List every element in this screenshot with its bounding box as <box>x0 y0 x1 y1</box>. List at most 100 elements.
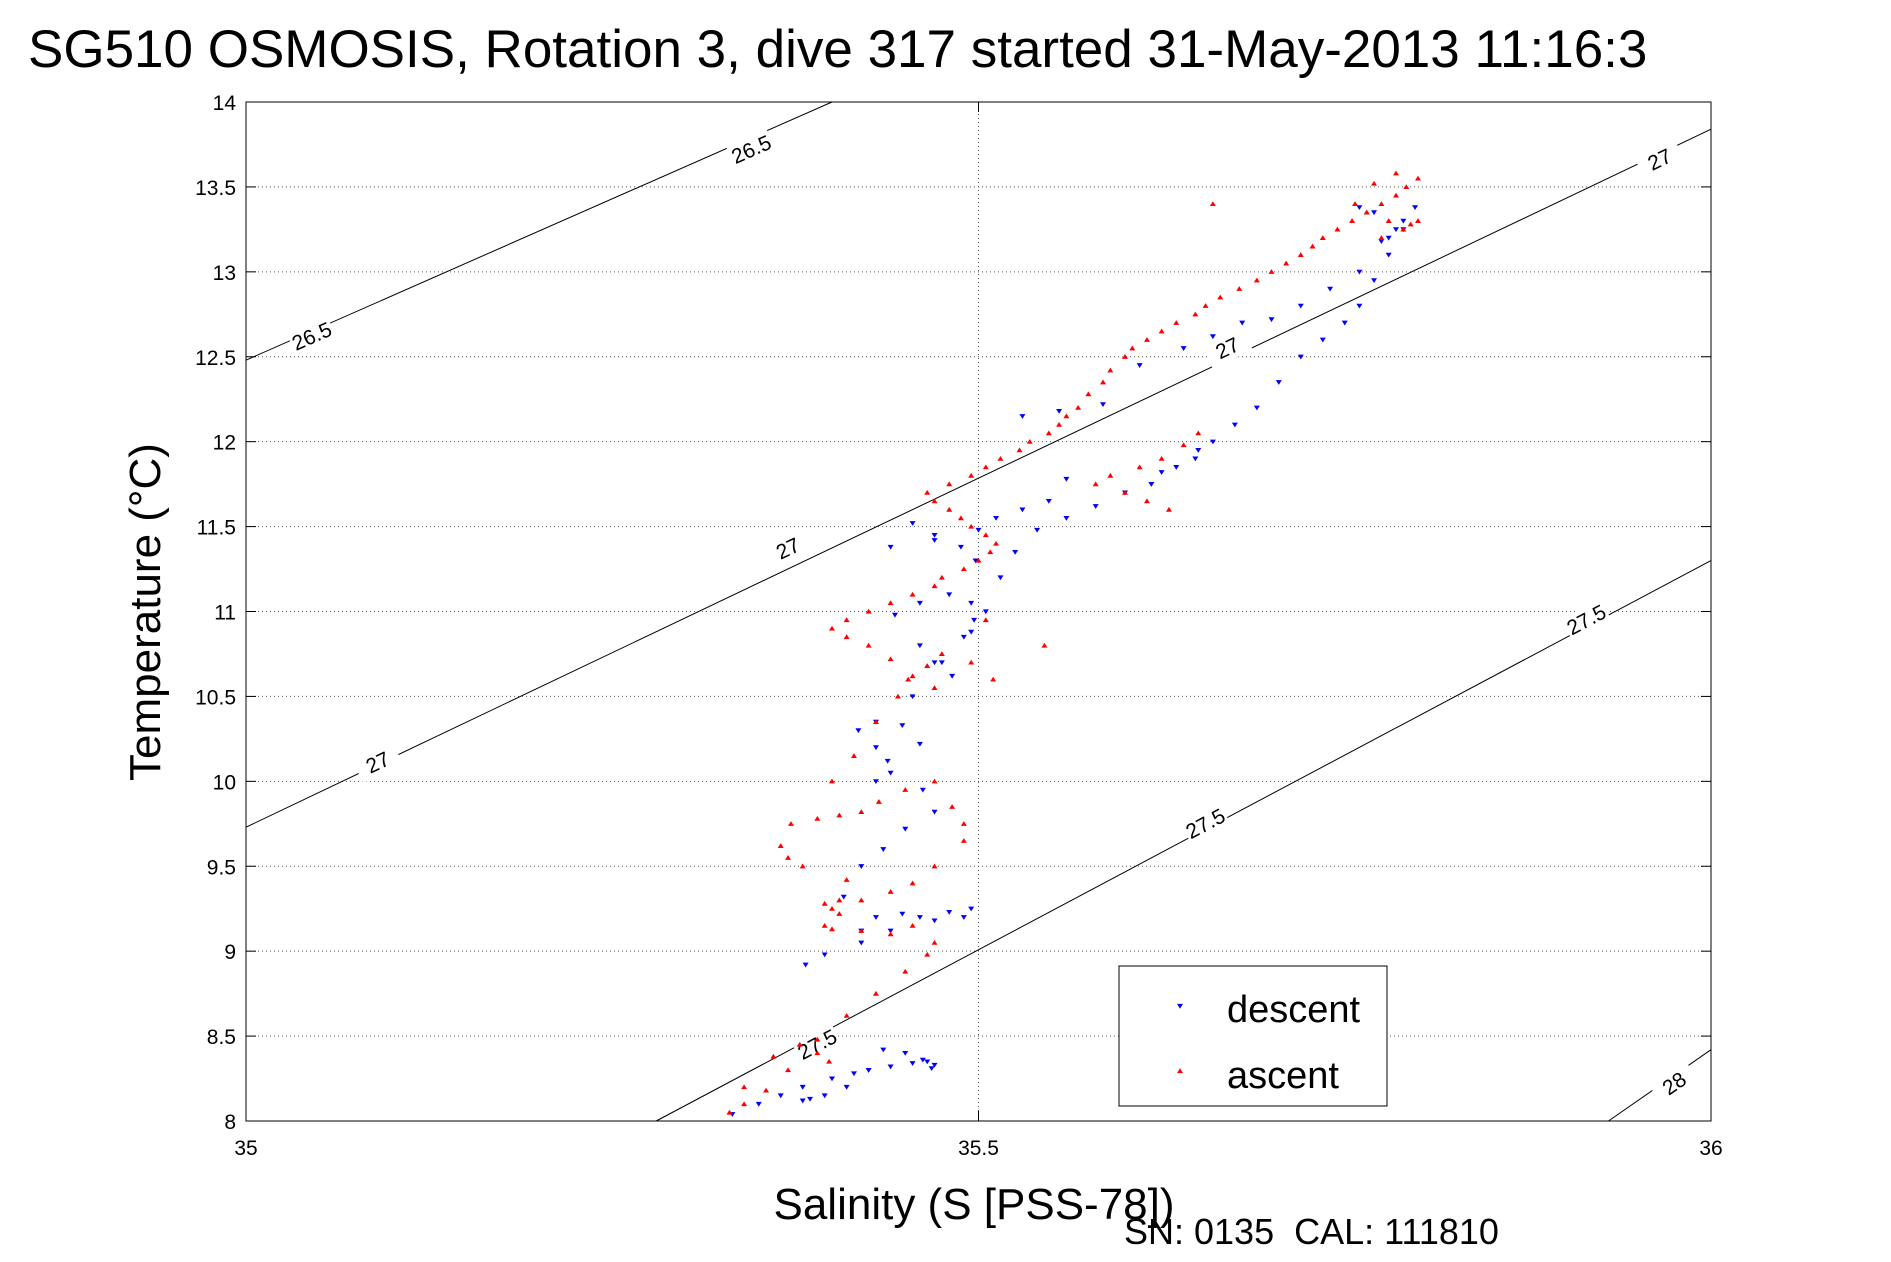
ascent-point <box>843 634 850 640</box>
data-points <box>726 170 1421 1117</box>
descent-point <box>931 809 938 815</box>
ascent-point <box>1143 498 1150 504</box>
descent-point <box>1412 205 1419 210</box>
ascent-point <box>1319 235 1326 240</box>
ascent-point <box>982 532 989 538</box>
descent-point <box>880 847 887 852</box>
descent-point <box>928 1066 935 1072</box>
ascent-point <box>975 557 982 563</box>
descent-point <box>887 544 894 550</box>
descent-point <box>1019 414 1026 419</box>
ascent-point <box>875 799 882 804</box>
chart-title: SG510 OSMOSIS, Rotation 3, dive 317 star… <box>28 20 1647 79</box>
ascent-point <box>865 608 872 614</box>
ascent-point <box>829 926 835 932</box>
ascent-point <box>1378 235 1385 240</box>
descent-point <box>872 745 879 751</box>
descent-point <box>821 1093 828 1099</box>
contour-label-bg <box>1180 802 1231 845</box>
ascent-point <box>1056 421 1063 427</box>
ascent-point <box>960 821 967 826</box>
descent-point <box>1063 476 1070 482</box>
contour-label-bg <box>1561 599 1612 641</box>
ascent-point <box>843 877 850 882</box>
legend-descent-label: descent <box>1227 989 1361 1031</box>
x-tick-label: 35 <box>234 1137 257 1160</box>
ascent-point <box>843 1013 850 1018</box>
descent-point <box>1100 402 1107 408</box>
ascent-point <box>1371 180 1378 186</box>
descent-point <box>1371 210 1378 216</box>
grid <box>246 102 1711 1121</box>
descent-point <box>924 1059 931 1065</box>
y-tick-label: 10 <box>213 771 236 794</box>
ascent-point <box>938 574 945 580</box>
descent-point <box>1019 507 1026 513</box>
ascent-point <box>1407 221 1414 227</box>
ascent-point <box>1195 430 1202 436</box>
ascent-point <box>1309 243 1316 249</box>
x-tick-label: 35.5 <box>958 1137 999 1160</box>
contour-label-bg <box>352 742 403 783</box>
ascent-point <box>872 990 879 996</box>
y-tick-label: 10.5 <box>195 686 236 709</box>
ascent-point <box>741 1101 748 1107</box>
ascent-point <box>946 481 953 487</box>
descent-point <box>968 906 975 912</box>
descent-point <box>975 527 982 533</box>
descent-point <box>1148 482 1155 487</box>
ascent-point <box>836 897 843 903</box>
descent-point <box>1195 448 1202 453</box>
descent-point <box>972 558 979 564</box>
ascent-point <box>836 812 843 818</box>
ascent-point <box>1192 311 1199 317</box>
ascent-point <box>931 778 938 784</box>
descent-point <box>909 694 916 700</box>
descent-point <box>887 770 894 776</box>
descent-point <box>1319 337 1326 343</box>
ascent-point <box>957 515 964 521</box>
ascent-point <box>1352 201 1359 206</box>
ascent-point <box>785 855 792 860</box>
ascent-point <box>887 656 894 662</box>
descent-point <box>807 1096 814 1102</box>
ascent-point <box>829 906 835 911</box>
descent-point <box>865 1067 872 1073</box>
descent-point <box>909 521 916 526</box>
ascent-point <box>968 523 975 529</box>
descent-point <box>1063 515 1070 521</box>
ascent-point <box>858 928 865 933</box>
descent-point <box>1192 456 1199 462</box>
ascent-point <box>1297 252 1304 257</box>
x-axis-label: Salinity (S [PSS-78]) <box>773 1180 1174 1229</box>
contour-label-bg <box>1634 139 1685 181</box>
descent-point <box>1297 354 1304 360</box>
descent-point <box>931 918 938 924</box>
ascent-point <box>1173 320 1180 325</box>
x-tick-label: 36 <box>1699 1137 1722 1160</box>
ascent-point <box>1253 277 1260 283</box>
descent-point <box>1045 499 1052 504</box>
descent-point <box>880 1047 887 1053</box>
ascent-point <box>829 778 835 784</box>
descent-point <box>1356 269 1363 275</box>
ascent-point <box>777 843 784 848</box>
contour-label-bg <box>1649 1061 1700 1107</box>
y-tick-label: 11.5 <box>197 517 236 540</box>
ascent-point <box>909 591 916 597</box>
ascent-point <box>763 1087 770 1093</box>
ascent-point <box>887 931 894 937</box>
ascent-point <box>931 939 938 945</box>
descent-point <box>931 538 938 543</box>
ascent-point <box>887 600 894 606</box>
ascent-point <box>1415 218 1421 223</box>
descent-point <box>1034 527 1041 533</box>
ascent-point <box>987 549 994 555</box>
descent-point <box>938 660 945 666</box>
descent-point <box>1239 320 1246 326</box>
descent-point <box>829 1076 835 1082</box>
contour-label-bg <box>763 528 814 569</box>
contour-label: 26.5 <box>289 318 336 356</box>
descent-point <box>1327 286 1334 292</box>
